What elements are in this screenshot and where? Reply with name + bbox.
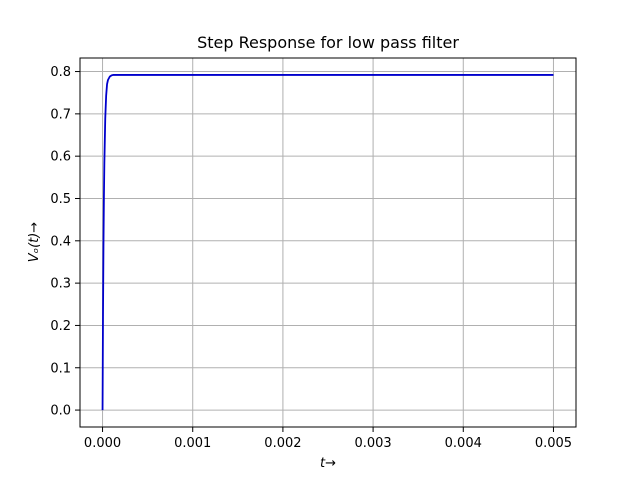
- grid: [80, 58, 576, 427]
- x-tick-label: 0.004: [445, 436, 482, 451]
- y-tick-label: 0.0: [50, 404, 71, 419]
- x-tick-label: 0.005: [535, 436, 572, 451]
- x-tick-label: 0.000: [84, 436, 121, 451]
- x-tick-label: 0.003: [354, 436, 391, 451]
- step-response-line: [101, 74, 554, 411]
- x-axis-label: t→: [320, 456, 336, 471]
- y-axis-ticks: 0.0 0.1 0.2 0.3 0.4 0.5 0.6 0.7 0.8: [50, 65, 80, 419]
- y-tick-label: 0.4: [50, 234, 71, 249]
- x-tick-label: 0.002: [264, 436, 301, 451]
- y-tick-label: 0.3: [50, 277, 71, 292]
- plot-frame: [79, 57, 577, 428]
- y-tick-label: 0.5: [50, 192, 71, 207]
- series-layer: [101, 74, 554, 411]
- y-tick-label: 0.8: [50, 65, 71, 80]
- y-tick-label: 0.6: [50, 150, 71, 165]
- x-tick-label: 0.001: [174, 436, 211, 451]
- y-tick-label: 0.1: [50, 361, 71, 376]
- y-tick-label: 0.7: [50, 107, 71, 122]
- x-axis-ticks: 0.000 0.001 0.002 0.003 0.004 0.005: [84, 427, 572, 451]
- chart-title: Step Response for low pass filter: [197, 33, 459, 52]
- y-tick-label: 0.2: [50, 319, 71, 334]
- y-axis-label: Vₒ(t)→: [27, 222, 42, 263]
